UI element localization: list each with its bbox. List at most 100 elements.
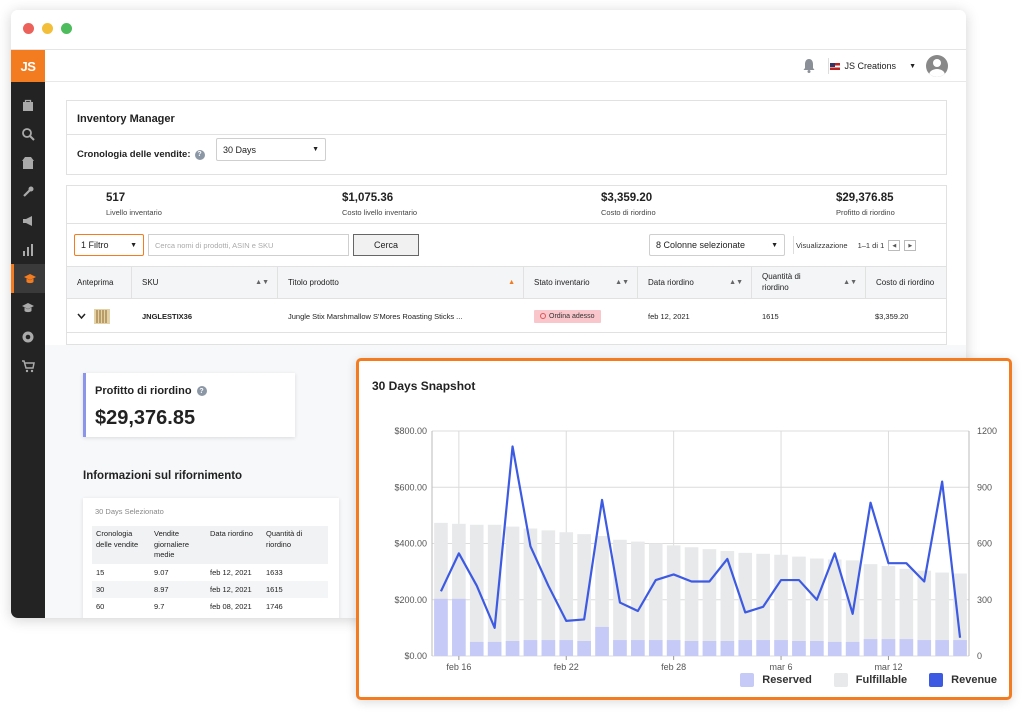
status-badge[interactable]: Ordina adesso: [534, 309, 601, 323]
col-reorder-cost[interactable]: Costo di riordino: [866, 267, 948, 298]
col-preview[interactable]: Anteprima: [67, 267, 132, 298]
bar-fulfillable: [666, 545, 681, 656]
sidebar-item-search[interactable]: [11, 119, 45, 148]
sidebar-item-bag[interactable]: [11, 90, 45, 119]
stat-reorder-profit: $29,376.85 Profitto di riordino: [836, 192, 895, 217]
search-input[interactable]: Cerca nomi di prodotti, ASIN e SKU: [148, 234, 349, 256]
bar-fulfillable: [738, 552, 753, 656]
legend-item-fulfillable[interactable]: Fulfillable: [833, 673, 907, 687]
col-title[interactable]: Titolo prodotto ▲: [278, 267, 524, 298]
sidebar-item-cart[interactable]: [11, 351, 45, 380]
sidebar-item-tools[interactable]: [11, 177, 45, 206]
app-logo[interactable]: JS: [11, 50, 45, 82]
columns-select[interactable]: 8 Colonne selezionate ▼: [649, 234, 785, 256]
col-reorder-qty[interactable]: Quantità di riordino ▲▼: [752, 267, 866, 298]
col-sku[interactable]: SKU ▲▼: [132, 267, 278, 298]
bar-fulfillable: [541, 530, 556, 656]
legend-item-reserved[interactable]: Reserved: [740, 673, 812, 687]
view-label: Visualizzazione: [796, 241, 848, 250]
next-page-button[interactable]: ▶: [904, 240, 917, 251]
account-switcher[interactable]: JS Creations ▼: [829, 61, 916, 71]
bell-icon[interactable]: [802, 58, 816, 73]
sales-history-label: Cronologia delle vendite: ?: [77, 149, 205, 160]
y-left-tick-label: $200.00: [394, 595, 427, 605]
expand-row-button[interactable]: [77, 299, 86, 333]
legend-label: Revenue: [951, 674, 997, 686]
bar-reserved: [917, 640, 932, 656]
table-row[interactable]: JNGLESTIX36 Jungle Stix Marshmallow S'Mo…: [67, 299, 946, 333]
chart-title: 30 Days Snapshot: [372, 379, 476, 393]
bar-fulfillable: [881, 566, 896, 656]
bar-reserved: [953, 640, 967, 656]
restock-row: 30 8.97 feb 12, 2021 1615: [92, 580, 328, 598]
roasting-sticks-image: [94, 309, 110, 324]
bar-reserved: [559, 640, 574, 656]
prev-page-button[interactable]: ◀: [888, 240, 901, 251]
bar-reserved: [792, 641, 806, 656]
legend-item-revenue[interactable]: Revenue: [929, 673, 997, 687]
sidebar-item-inventory[interactable]: [11, 264, 45, 293]
profit-value: $29,376.85: [95, 407, 196, 429]
sku-cell: JNGLESTIX36: [142, 311, 193, 321]
chart-legend: Reserved Fulfillable Revenue: [740, 673, 997, 687]
help-icon[interactable]: ?: [194, 149, 205, 160]
bar-fulfillable: [648, 543, 663, 656]
sidebar-item-analytics[interactable]: [11, 235, 45, 264]
profit-title: Profitto di riordino ?: [95, 385, 207, 397]
bar-fulfillable: [917, 570, 932, 656]
qty-cell: 1615: [762, 311, 779, 321]
avatar[interactable]: [926, 55, 948, 77]
bar-fulfillable: [810, 558, 824, 656]
circle-icon: [540, 313, 546, 319]
stat-label: Profitto di riordino: [836, 208, 895, 217]
minimize-window-button[interactable]: [42, 23, 53, 34]
sales-history-select[interactable]: 30 Days ▼: [216, 138, 326, 161]
restock-cell: 1746: [266, 601, 283, 611]
sort-asc-icon: ▲: [508, 279, 515, 286]
help-icon[interactable]: ?: [196, 386, 207, 396]
col-label: Data riordino: [648, 278, 694, 287]
title-cell[interactable]: Jungle Stix Marshmallow S'Mores Roasting…: [288, 311, 463, 321]
restock-header-row: Cronologia delle vendite Vendite giornal…: [92, 526, 328, 564]
y-left-tick-label: $400.00: [394, 539, 427, 549]
sidebar-item-learn[interactable]: [11, 293, 45, 322]
bar-fulfillable: [792, 556, 806, 656]
close-window-button[interactable]: [23, 23, 34, 34]
bar-fulfillable: [631, 541, 645, 656]
snapshot-chart: $0.00 $200.00 $400.00 $600.00 $800.00 0 300 600…: [394, 426, 997, 672]
title-bar: [11, 10, 966, 50]
sort-icon: ▲▼: [615, 279, 629, 286]
sidebar-item-marketing[interactable]: [11, 206, 45, 235]
filter-select[interactable]: 1 Filtro ▼: [74, 234, 144, 256]
divider: [828, 58, 829, 74]
col-reorder-date[interactable]: Data riordino ▲▼: [638, 267, 752, 298]
search-button[interactable]: Cerca: [353, 234, 419, 256]
cart-icon: [22, 359, 35, 372]
inventory-header-card: Inventory Manager Cronologia delle vendi…: [66, 100, 947, 175]
columns-value: 8 Colonne selezionate: [656, 240, 746, 250]
product-thumbnail: [92, 299, 112, 333]
bar-reserved: [613, 640, 627, 656]
us-flag-icon: [829, 62, 840, 70]
bar-fulfillable: [505, 526, 520, 656]
divider: [67, 134, 946, 135]
legend-swatch: [833, 673, 848, 687]
bar-reserved: [756, 640, 770, 656]
x-tick-label: feb 28: [661, 662, 686, 672]
bar-fulfillable: [702, 549, 717, 656]
divider: [67, 223, 946, 224]
sidebar-item-store[interactable]: [11, 148, 45, 177]
cost-cell: $3,359.20: [875, 311, 909, 321]
restock-cell: 9.7: [154, 601, 165, 611]
stat-value: 517: [106, 192, 126, 204]
table-header: Anteprima SKU ▲▼ Titolo prodotto ▲ Stato i…: [67, 266, 946, 299]
col-label: SKU: [142, 278, 159, 287]
bar-reserved: [684, 641, 699, 656]
bag-icon: [23, 99, 33, 111]
col-status[interactable]: Stato inventario ▲▼: [524, 267, 638, 298]
sidebar-item-help[interactable]: [11, 322, 45, 351]
restock-cell: 9.07: [154, 567, 169, 577]
inventory-table-card: 517 Livello inventario $1,075.36 Costo l…: [66, 185, 947, 345]
y-right-tick-label: 600: [977, 539, 992, 549]
maximize-window-button[interactable]: [61, 23, 72, 34]
